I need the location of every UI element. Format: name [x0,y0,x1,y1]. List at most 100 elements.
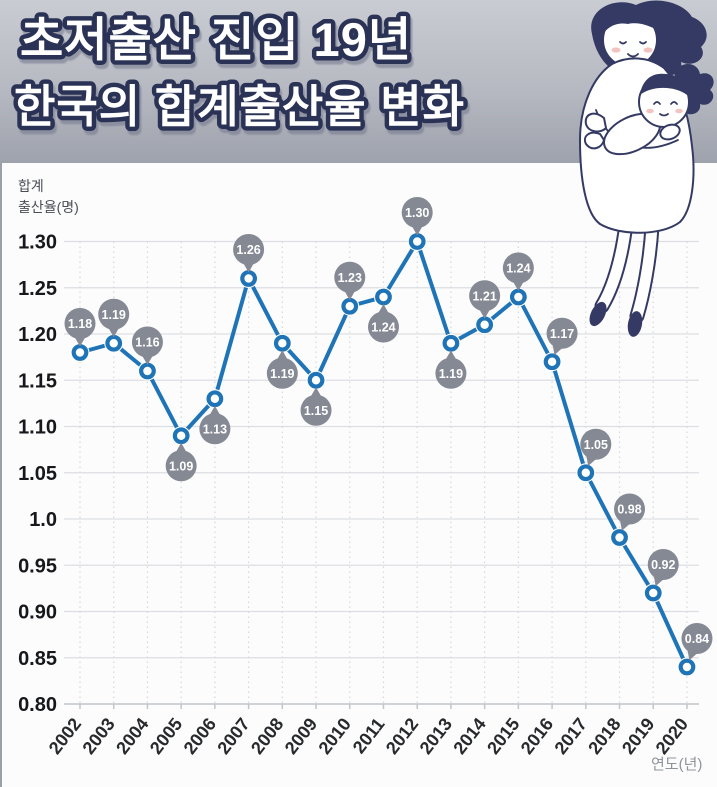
value-bubble [469,280,501,312]
value-bubble [647,549,679,580]
y-tick-label: 0.95 [18,555,57,577]
value-bubble [401,197,433,228]
data-point [678,658,696,676]
value-bubble [266,357,298,389]
mother-legs-icon [589,216,660,337]
y-tick-label: 0.85 [18,648,57,670]
x-tick-label: 2007 [213,714,253,758]
baby-leg-icon [584,131,606,150]
value-bubble [546,317,578,349]
x-tick-label: 2013 [416,714,456,758]
value-bubble-label: 0.84 [685,632,709,646]
shoe-icon [589,301,607,327]
value-bubble-label: 1.19 [439,367,463,381]
x-tick-label: 2009 [281,714,321,758]
value-bubble [131,326,163,358]
title-line-1: 초저출산 진입 19년 [20,13,412,66]
x-axis-title: 연도(년) [651,756,703,773]
data-point [273,334,291,352]
data-point [408,233,426,250]
value-bubble [300,394,332,426]
x-tick-label: 2017 [551,714,591,758]
value-bubble [64,308,96,339]
x-tick-label: 2008 [247,714,287,758]
value-bubble [435,357,467,389]
title-line-2: 한국의 합계출산율 변화 [14,81,465,132]
value-bubble [165,450,197,482]
shoe-icon [627,311,643,337]
value-bubble [681,623,713,654]
data-point [139,362,156,380]
value-bubble-label: 1.05 [584,438,608,452]
data-point [341,297,359,315]
value-bubble-label: 1.26 [236,243,260,257]
value-bubble [199,413,231,445]
y-tick-label: 1.0 [29,509,57,531]
data-point [644,584,662,602]
value-bubble-label: 1.15 [304,404,328,418]
mother-baby-illustration [578,0,714,337]
data-point [476,316,494,334]
value-bubble-label: 0.92 [651,558,675,572]
value-bubble-label: 1.18 [68,317,92,331]
data-point [442,334,460,352]
y-tick-label: 0.90 [18,602,57,624]
data-point [172,427,190,445]
x-tick-label: 2006 [180,714,220,758]
y-tick-label: 1.10 [18,417,57,439]
y-axis-title: 합계 출산율(명) [18,176,79,218]
data-point [307,371,325,389]
x-tick-label: 2003 [78,714,118,758]
data-point [543,353,561,371]
x-tick-label: 2012 [382,714,422,758]
value-bubble-label: 1.16 [135,336,159,350]
x-tick-label: 2018 [584,714,624,758]
value-bubble-label: 1.19 [270,367,294,381]
x-tick-label: 2010 [314,714,354,758]
value-bubble-label: 1.09 [169,459,193,473]
data-point [206,390,224,408]
x-tick-label: 2020 [652,714,692,758]
x-tick-label: 2016 [517,714,557,758]
value-bubble [502,252,534,284]
data-point [375,288,392,306]
x-tick-label: 2004 [112,714,152,758]
baby-hair-icon [640,73,687,95]
y-tick-label: 1.20 [18,324,57,346]
baby-icon [584,63,714,156]
y-tick-label: 0.80 [18,694,57,716]
x-tick-label: 2011 [349,714,389,757]
value-bubble [334,261,366,293]
value-bubble [580,428,612,460]
x-tick-label: 2005 [146,714,186,758]
value-bubble-label: 1.21 [472,289,496,303]
y-axis-title-line1: 합계 [18,178,44,194]
value-bubble-label: 1.13 [203,422,227,436]
y-tick-label: 1.15 [18,370,57,392]
value-bubble [367,311,399,343]
data-point [611,529,628,546]
value-bubble-label: 1.24 [506,262,530,276]
value-bubble [233,234,265,265]
value-bubble [614,493,646,525]
x-tick-label: 2015 [483,714,523,758]
value-bubble-label: 1.24 [371,321,395,335]
data-point [71,344,89,361]
value-bubble-label: 1.23 [338,271,362,285]
value-bubble-label: 1.19 [102,308,126,322]
value-bubble-label: 0.98 [617,503,641,517]
y-tick-label: 1.05 [18,463,57,485]
x-tick-label: 2002 [45,714,85,758]
value-bubble [98,298,130,330]
value-bubble-label: 1.17 [550,327,574,341]
data-point [509,288,527,306]
x-tick-label: 2019 [618,714,658,758]
data-point [240,270,258,287]
mother-hand-icon [659,123,681,141]
data-point [105,334,123,352]
mother-face-icon [601,8,659,68]
page-title: 초저출산 진입 19년 한국의 합계출산율 변화 [10,9,469,137]
y-tick-label: 1.30 [18,232,57,254]
